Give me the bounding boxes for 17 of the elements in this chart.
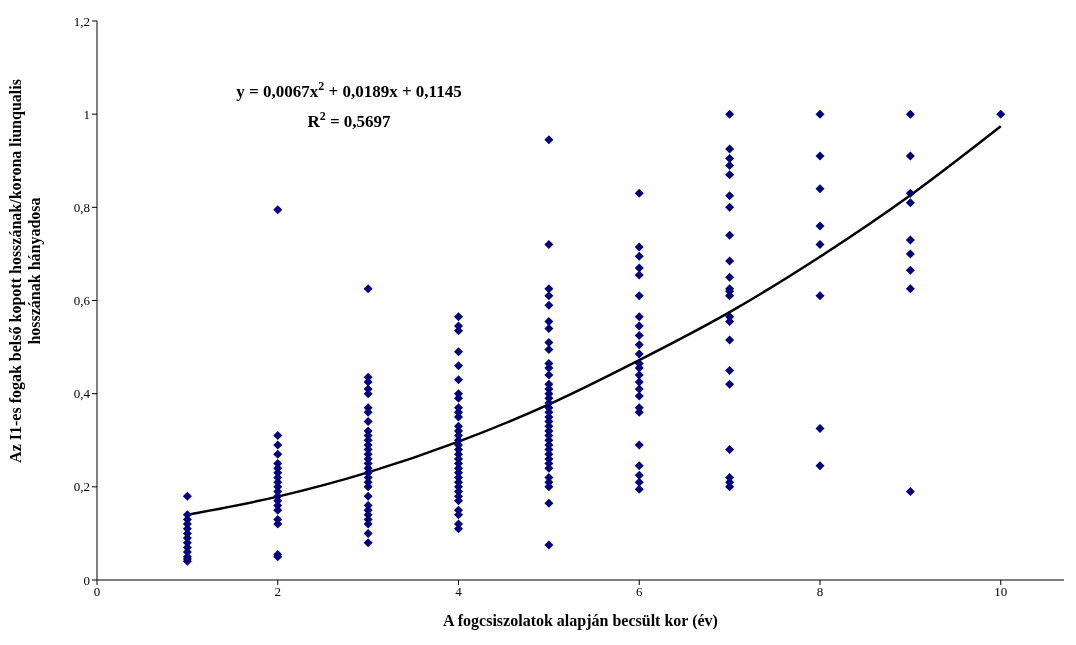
y-tick-label: 0,2 xyxy=(73,479,90,495)
x-tick-label: 4 xyxy=(455,584,463,600)
x-tick-label: 10 xyxy=(994,584,1008,600)
x-tick-label: 2 xyxy=(274,584,281,600)
x-tick-label: 8 xyxy=(816,584,824,600)
y-tick-label: 0 xyxy=(83,572,90,588)
y-tick-label: 0,6 xyxy=(73,293,91,309)
x-tick-label: 6 xyxy=(635,584,643,600)
y-tick-label: 0,8 xyxy=(73,199,90,215)
x-axis-title: A fogcsiszolatok alapján becsült kor (év) xyxy=(443,612,718,630)
y-tick-label: 0,4 xyxy=(73,386,91,402)
y-tick-label: 1 xyxy=(83,106,90,122)
y-tick-label: 1,2 xyxy=(73,13,90,29)
annotation: y = 0,0067x$^{2}$ + 0,0189x + 0,1145 xyxy=(236,79,462,101)
y-axis-title: Az I1-es fogak belső kopott hosszának/korona liunqualis hosszának hányadosa xyxy=(7,79,44,463)
x-tick-label: 0 xyxy=(93,584,101,600)
annotation: R$^{2}$ = 0,5697 xyxy=(307,109,392,131)
